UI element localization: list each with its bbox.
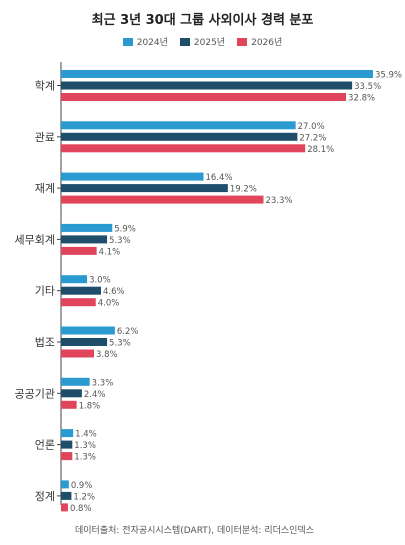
data-label: 35.9% [375, 71, 402, 81]
data-label: 6.2% [117, 327, 139, 337]
category-label: 공공기관 [15, 387, 55, 400]
data-label: 5.3% [109, 339, 131, 349]
data-label: 1.4% [75, 430, 97, 440]
legend-swatch-2025 [179, 37, 190, 46]
bar [61, 503, 68, 512]
bar [61, 275, 88, 284]
data-label: 4.1% [99, 247, 121, 257]
data-label: 32.8% [348, 94, 375, 104]
data-label: 1.3% [74, 441, 96, 451]
category-label: 기타 [35, 285, 55, 298]
data-label: 33.5% [354, 82, 381, 92]
data-label: 1.2% [73, 492, 95, 502]
source-note: 데이터출처: 전자공시시스템(DART), 데이터분석: 리더스인덱스 [75, 526, 314, 536]
bar [61, 195, 264, 204]
bar [61, 377, 90, 386]
data-label: 3.0% [89, 276, 111, 286]
data-label: 3.3% [92, 378, 114, 388]
bar [61, 132, 298, 141]
data-label: 3.8% [96, 350, 118, 360]
bar [61, 235, 108, 244]
category-label: 학계 [35, 80, 55, 93]
bar [61, 349, 95, 358]
bar [61, 184, 228, 193]
category-label: 관료 [35, 131, 55, 144]
bar [61, 440, 73, 449]
data-label: 5.3% [109, 236, 131, 246]
category-label: 법조 [35, 336, 55, 349]
legend-label-2026: 2026년 [251, 38, 283, 48]
category-label: 정계 [35, 490, 55, 503]
data-label: 1.8% [79, 401, 101, 411]
data-label: 0.9% [71, 481, 93, 491]
data-label: 27.2% [299, 133, 326, 143]
data-label: 23.3% [265, 196, 292, 206]
bar [61, 172, 204, 181]
bar [61, 326, 115, 335]
legend-swatch-2024 [122, 37, 133, 46]
category-label: 재계 [35, 182, 55, 195]
legend-label-2024: 2024년 [136, 38, 168, 48]
bar [61, 121, 296, 130]
category-label: 언론 [35, 439, 55, 452]
bar [61, 338, 108, 346]
legend-item-2025: 2025년 [179, 35, 226, 48]
bar [61, 480, 69, 489]
chart-title: 최근 3년 30대 그룹 사외이사 경력 분포 [91, 13, 314, 28]
data-label: 27.0% [298, 122, 325, 132]
bar [61, 400, 77, 409]
bar [61, 246, 97, 255]
legend: 2024년 2025년 2026년 [0, 35, 405, 48]
legend-swatch-2026 [237, 37, 248, 46]
bar [61, 452, 73, 461]
data-label: 19.2% [230, 185, 257, 195]
data-label: 2.4% [84, 390, 106, 400]
data-label: 28.1% [307, 145, 334, 155]
bar [61, 223, 113, 232]
bar [61, 144, 306, 153]
bar [61, 286, 101, 295]
bar [61, 389, 82, 398]
category-label: 세무회계 [15, 233, 55, 246]
data-label: 16.4% [206, 173, 233, 183]
bar [61, 429, 74, 438]
legend-label-2025: 2025년 [193, 38, 226, 48]
data-label: 1.3% [74, 453, 96, 463]
legend-item-2024: 2024년 [122, 35, 168, 48]
data-label: 5.9% [114, 224, 136, 234]
data-label: 4.6% [103, 287, 125, 297]
data-label: 4.0% [98, 299, 120, 309]
bar [61, 70, 373, 78]
bar [61, 81, 353, 90]
bar [61, 93, 347, 101]
legend-item-2026: 2026년 [237, 35, 282, 48]
bar [61, 298, 96, 307]
bar [61, 491, 72, 500]
data-label: 0.8% [70, 504, 92, 514]
